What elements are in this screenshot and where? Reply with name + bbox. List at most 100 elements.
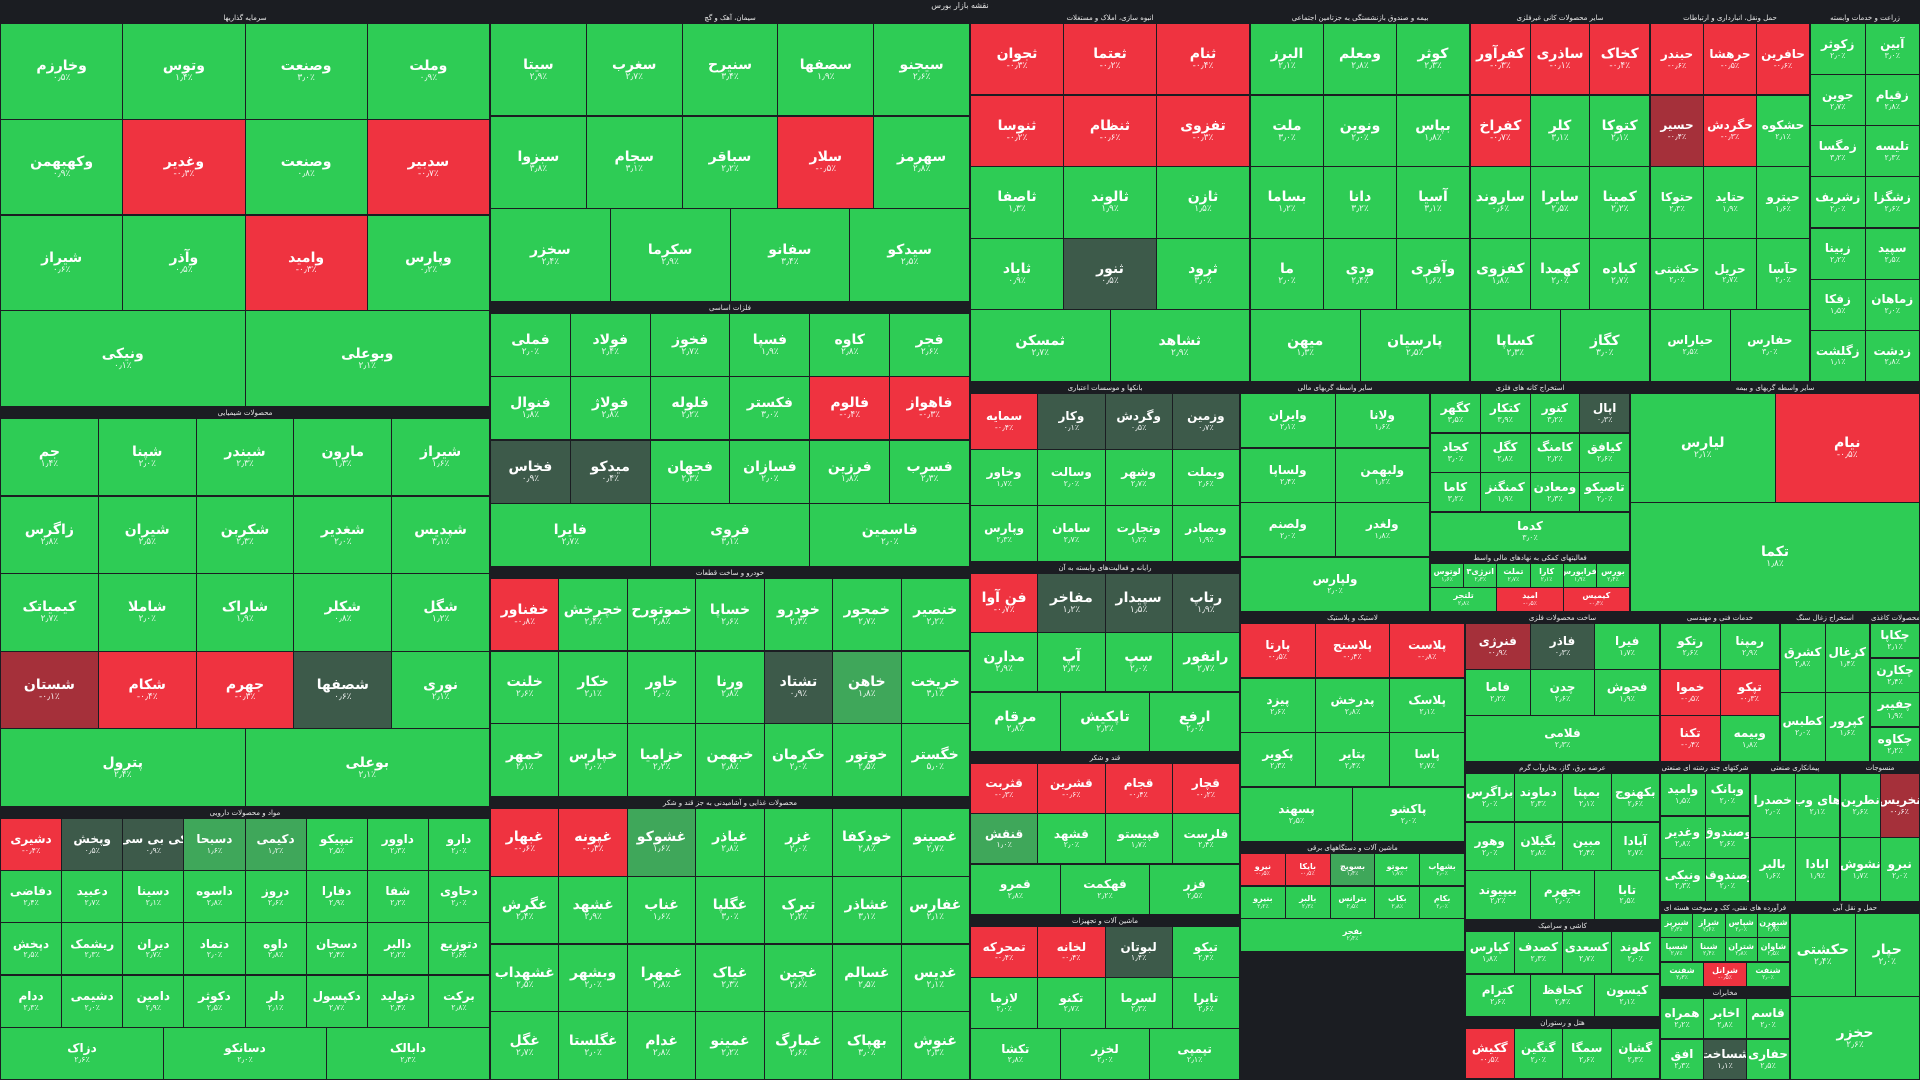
- stock-tile[interactable]: قشرین -۰٫۶٪: [1038, 764, 1105, 813]
- stock-tile[interactable]: تفزوی -۰٫۳٪: [1157, 95, 1249, 166]
- stock-tile[interactable]: کترام ۲٫۶٪: [1466, 974, 1530, 1016]
- stock-tile[interactable]: دکوثر ۲٫۵٪: [184, 975, 245, 1027]
- stock-tile[interactable]: وشهر ۲٫۷٪: [1105, 450, 1172, 505]
- stock-tile[interactable]: سپید ۲٫۵٪: [1865, 228, 1919, 279]
- stock-tile[interactable]: ثجوان -۰٫۳٪: [971, 24, 1063, 95]
- stock-tile[interactable]: شیراز ۰٫۶٪: [1, 215, 123, 310]
- stock-tile[interactable]: دشیمی ۲٫۰٪: [62, 975, 123, 1027]
- stock-tile[interactable]: وامید -۰٫۳٪: [245, 215, 367, 310]
- stock-tile[interactable]: دتولید ۲٫۴٪: [367, 975, 428, 1027]
- stock-tile[interactable]: حآسا ۲٫۰٪: [1757, 238, 1809, 310]
- stock-tile[interactable]: ثنوسا -۰٫۲٪: [971, 95, 1063, 166]
- stock-tile[interactable]: بزاگرس ۲٫۰٪: [1466, 774, 1514, 822]
- stock-tile[interactable]: کیسون ۲٫۱٪: [1595, 974, 1659, 1016]
- stock-tile[interactable]: نطرین ۲٫۶٪: [1841, 774, 1880, 837]
- stock-tile[interactable]: جوین ۲٫۷٪: [1811, 75, 1865, 126]
- stock-tile[interactable]: غشاذر ۳٫۱٪: [833, 876, 901, 944]
- stock-tile[interactable]: همراه ۲٫۲٪: [1661, 999, 1703, 1038]
- stock-tile[interactable]: گشان ۲٫۳٪: [1611, 1029, 1659, 1078]
- stock-tile[interactable]: شستان -۰٫۱٪: [1, 651, 98, 729]
- stock-tile[interactable]: زدشت ۲٫۸٪: [1865, 330, 1919, 381]
- stock-tile[interactable]: بنیرو ۲٫۲٪: [1241, 886, 1285, 918]
- stock-tile[interactable]: غگلستا ۲٫۰٪: [559, 1012, 627, 1079]
- stock-tile[interactable]: آبادا ۲٫۷٪: [1611, 822, 1659, 870]
- stock-tile[interactable]: انرژی۳ ۲٫۳٪: [1464, 564, 1497, 587]
- stock-tile[interactable]: ولپارس ۲٫۰٪: [1241, 557, 1429, 611]
- stock-tile[interactable]: چکاپا ۲٫۱٪: [1871, 624, 1919, 658]
- stock-tile[interactable]: غپونه -۰٫۳٪: [559, 809, 627, 876]
- stock-tile[interactable]: شرانل -۰٫۵٪: [1704, 962, 1746, 986]
- stock-tile[interactable]: خموتورح ۲٫۸٪: [627, 579, 696, 651]
- stock-tile[interactable]: غیاک ۲٫۳٪: [696, 944, 764, 1011]
- stock-tile[interactable]: وپارس ۰٫۲٪: [367, 215, 489, 310]
- stock-tile[interactable]: خریخت ۳٫۱٪: [901, 651, 969, 723]
- stock-tile[interactable]: خکار ۲٫۱٪: [559, 651, 627, 723]
- stock-tile[interactable]: پترول ۲٫۴٪: [1, 729, 245, 806]
- stock-tile[interactable]: ثنام -۰٫۴٪: [1157, 24, 1249, 95]
- stock-tile[interactable]: خنصیر ۲٫۲٪: [901, 579, 969, 651]
- stock-tile[interactable]: وبشهر ۲٫۰٪: [559, 944, 627, 1011]
- stock-tile[interactable]: زبینا ۲٫۲٪: [1811, 228, 1865, 279]
- stock-tile[interactable]: زفکا ۱٫۵٪: [1811, 279, 1865, 330]
- stock-tile[interactable]: نیام -۰٫۵٪: [1775, 394, 1919, 502]
- stock-tile[interactable]: غسالم ۲٫۵٪: [833, 944, 901, 1011]
- stock-tile[interactable]: فن آوا -۰٫۷٪: [971, 574, 1038, 632]
- stock-tile[interactable]: حخزر ۲٫۶٪: [1791, 997, 1919, 1079]
- stock-tile[interactable]: وصندوقم۲٫۰٪: [1705, 859, 1749, 901]
- stock-tile[interactable]: تکنا -۰٫۴٪: [1661, 716, 1720, 761]
- stock-tile[interactable]: کباده ۲٫۷٪: [1590, 238, 1649, 310]
- stock-tile[interactable]: ونوین ۲٫۰٪: [1324, 95, 1396, 166]
- stock-tile[interactable]: بجهرم ۲٫۰٪: [1530, 871, 1595, 919]
- stock-tile[interactable]: خچرخش ۲٫۴٪: [559, 579, 627, 651]
- stock-tile[interactable]: خفناور -۰٫۸٪: [491, 579, 559, 651]
- stock-tile[interactable]: شاملا ۲٫۰٪: [98, 574, 196, 651]
- stock-tile[interactable]: غشوکو ۱٫۶٪: [627, 809, 696, 876]
- stock-tile[interactable]: خمحور ۲٫۷٪: [833, 579, 901, 651]
- stock-tile[interactable]: فخوز ۲٫۷٪: [650, 314, 730, 376]
- stock-tile[interactable]: لبوتان ۱٫۴٪: [1105, 927, 1172, 977]
- stock-tile[interactable]: پلاسنج -۰٫۴٪: [1315, 624, 1390, 678]
- stock-tile[interactable]: حتوکا ۲٫۳٪: [1651, 167, 1703, 238]
- stock-tile[interactable]: کوثر ۲٫۳٪: [1397, 24, 1469, 95]
- stock-tile[interactable]: پاکشو ۲٫۰٪: [1353, 787, 1464, 841]
- stock-tile[interactable]: کارا ۲٫۱٪: [1530, 564, 1563, 587]
- stock-tile[interactable]: قمرو ۲٫۸٪: [971, 864, 1060, 914]
- stock-tile[interactable]: شکربن ۲٫۳٪: [196, 496, 294, 573]
- stock-tile[interactable]: زقیام ۲٫۸٪: [1865, 75, 1919, 126]
- stock-tile[interactable]: بکهنوج ۲٫۶٪: [1611, 774, 1659, 822]
- stock-tile[interactable]: پتایر ۲٫۴٪: [1315, 733, 1390, 787]
- stock-tile[interactable]: حپترو ۱٫۶٪: [1757, 167, 1809, 238]
- stock-tile[interactable]: حافرین -۰٫۶٪: [1757, 24, 1809, 95]
- stock-tile[interactable]: البرز ۲٫۱٪: [1251, 24, 1323, 95]
- stock-tile[interactable]: کمینا ۲٫۲٪: [1590, 167, 1649, 238]
- stock-tile[interactable]: وصنعت ۳٫۰٪: [245, 24, 367, 119]
- stock-tile[interactable]: خموا -۰٫۵٪: [1661, 670, 1720, 715]
- stock-tile[interactable]: بوعلی ۲٫۱٪: [245, 729, 489, 806]
- stock-tile[interactable]: غنوش ۲٫۳٪: [901, 1012, 969, 1079]
- stock-tile[interactable]: حسیر -۰٫۴٪: [1651, 95, 1703, 166]
- stock-tile[interactable]: پلاسک ۲٫۱٪: [1390, 678, 1464, 732]
- stock-tile[interactable]: حتاید ۱٫۹٪: [1704, 167, 1756, 238]
- stock-tile[interactable]: غشهداب ۲٫۵٪: [491, 944, 559, 1011]
- stock-tile[interactable]: دانا ۳٫۲٪: [1324, 167, 1396, 238]
- stock-tile[interactable]: شیران ۲٫۵٪: [98, 496, 196, 573]
- stock-tile[interactable]: دفاضی ۲٫۴٪: [1, 871, 62, 923]
- stock-tile[interactable]: پسهند ۲٫۵٪: [1241, 787, 1352, 841]
- stock-tile[interactable]: قجام -۰٫۴٪: [1105, 764, 1172, 813]
- stock-tile[interactable]: شبهرن ۲٫۹٪: [1757, 914, 1789, 937]
- stock-tile[interactable]: زشریف ۲٫۰٪: [1811, 177, 1865, 228]
- stock-tile[interactable]: داسوه ۲٫۸٪: [184, 871, 245, 923]
- stock-tile[interactable]: غصینو ۲٫۷٪: [901, 809, 969, 876]
- stock-tile[interactable]: نخریس -۰٫۶٪: [1880, 774, 1919, 837]
- stock-tile[interactable]: وبصادر ۱٫۹٪: [1172, 506, 1239, 561]
- stock-tile[interactable]: دتوزیع ۲٫۶٪: [428, 923, 489, 975]
- stock-tile[interactable]: وغدیر ۲٫۸٪: [1661, 816, 1705, 858]
- stock-tile[interactable]: تابا ۲٫۵٪: [1595, 871, 1659, 919]
- stock-tile[interactable]: های وب ۲٫۱٪: [1795, 774, 1839, 837]
- stock-tile[interactable]: کیمیس -۰٫۴٪: [1563, 588, 1629, 611]
- stock-tile[interactable]: سبزوا ۳٫۸٪: [491, 116, 586, 208]
- stock-tile[interactable]: وسالت ۲٫۰٪: [1038, 450, 1105, 505]
- stock-tile[interactable]: دفارا ۲٫۹٪: [306, 871, 367, 923]
- stock-tile[interactable]: شغدیر ۲٫۰٪: [294, 496, 392, 573]
- stock-tile[interactable]: غشهد ۲٫۹٪: [559, 876, 627, 944]
